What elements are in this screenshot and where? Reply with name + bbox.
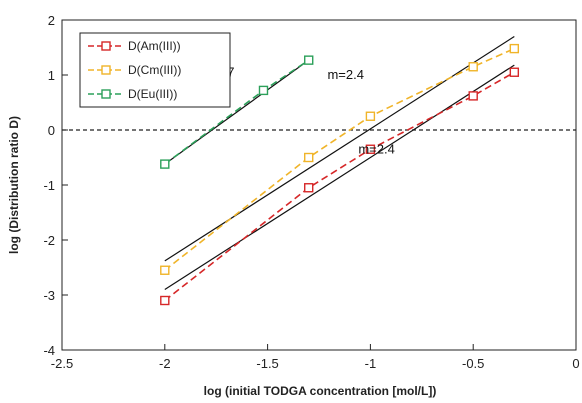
y-tick-label: -3 (43, 288, 55, 303)
x-tick-label: 0 (572, 356, 579, 371)
data-point (468, 62, 478, 72)
x-tick-label: -2.5 (51, 356, 73, 371)
data-point (258, 85, 269, 96)
legend-swatch-marker (101, 41, 111, 51)
legend: D(Am(III)) D(Cm(III)) D(Eu(III)) (79, 32, 231, 108)
x-tick-label: -2 (159, 356, 171, 371)
y-tick-label: 2 (48, 13, 55, 28)
data-markers (160, 43, 520, 306)
legend-swatch-marker (101, 89, 111, 99)
data-point (304, 55, 314, 65)
data-point (304, 152, 314, 163)
data-point (509, 43, 520, 54)
data-point (160, 159, 170, 169)
y-tick-label: 1 (48, 68, 55, 83)
legend-label: D(Cm(III)) (128, 63, 181, 77)
y-tick-label: -2 (43, 233, 55, 248)
data-point (468, 91, 478, 101)
data-point (365, 144, 376, 154)
x-tick-label: -1 (365, 356, 377, 371)
fit-line (164, 59, 310, 165)
slope-annotation: m=2.4 (327, 67, 364, 82)
legend-swatch-marker (101, 65, 111, 75)
x-axis-label: log (initial TODGA concentration [mol/L]… (204, 384, 437, 398)
y-tick-label: -1 (43, 178, 55, 193)
fit-line (164, 64, 515, 291)
y-tick-label: -4 (43, 343, 55, 358)
fit-lines (164, 35, 515, 291)
data-point (160, 295, 170, 306)
data-point (509, 67, 520, 77)
y-axis-label: log (Distribution ratio D) (7, 116, 21, 254)
x-tick-label: -0.5 (462, 356, 484, 371)
data-point (160, 265, 170, 275)
data-point (365, 111, 376, 121)
legend-label: D(Eu(III)) (128, 87, 177, 101)
x-tick-label: -1.5 (256, 356, 278, 371)
data-point (304, 183, 314, 193)
x-axis-ticks: -2.5 -2 -1.5 -1 -0.5 0 (51, 344, 580, 371)
slope-annotation: m=2.4 (358, 141, 395, 156)
fit-line (164, 35, 515, 262)
y-tick-label: 0 (48, 123, 55, 138)
y-axis-ticks: 2 1 0 -1 -2 -3 -4 (43, 13, 68, 358)
legend-label: D(Am(III)) (128, 39, 181, 53)
